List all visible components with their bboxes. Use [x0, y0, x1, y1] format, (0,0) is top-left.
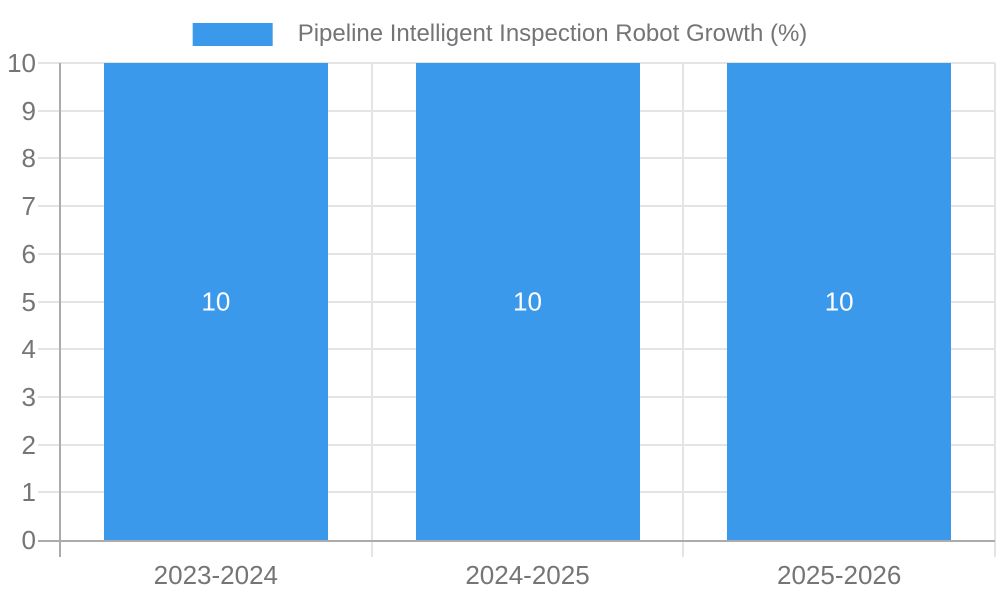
category-boundary-gridline	[370, 63, 373, 557]
bar-value-label: 10	[513, 286, 542, 316]
bar-value-label: 10	[824, 286, 854, 316]
y-axis-tick-label: 7	[21, 191, 36, 222]
legend-swatch	[192, 22, 273, 46]
x-axis-category-label: 2024-2025	[465, 560, 590, 590]
bar-2024-2025	[415, 63, 640, 540]
y-axis-tick-label: 6	[21, 238, 36, 269]
bar-2025-2026	[727, 63, 952, 540]
y-axis-tick-label: 3	[21, 381, 36, 412]
x-axis-line	[38, 540, 995, 542]
y-axis-tick-label: 10	[7, 48, 36, 78]
legend-label: Pipeline Intelligent Inspection Robot Gr…	[297, 20, 808, 47]
y-axis-tick-label: 5	[21, 286, 36, 317]
y-axis-tick-label: 4	[21, 334, 36, 365]
bar-2023-2024	[103, 63, 328, 540]
y-axis-tick-label: 9	[21, 95, 36, 126]
x-axis-category-label: 2025-2026	[776, 560, 902, 590]
y-axis-tick-label: 8	[21, 143, 36, 174]
bar-value-label: 10	[201, 286, 231, 316]
y-axis-tick-label: 1	[21, 477, 36, 508]
y-axis-line	[59, 63, 61, 557]
x-axis-category-label: 2023-2024	[153, 560, 278, 590]
category-boundary-gridline	[994, 63, 996, 557]
y-axis-tick-label: 0	[21, 525, 36, 555]
category-boundary-gridline	[682, 63, 685, 557]
legend: Pipeline Intelligent Inspection Robot Gr…	[192, 20, 808, 48]
y-axis-tick-label: 2	[21, 429, 36, 460]
